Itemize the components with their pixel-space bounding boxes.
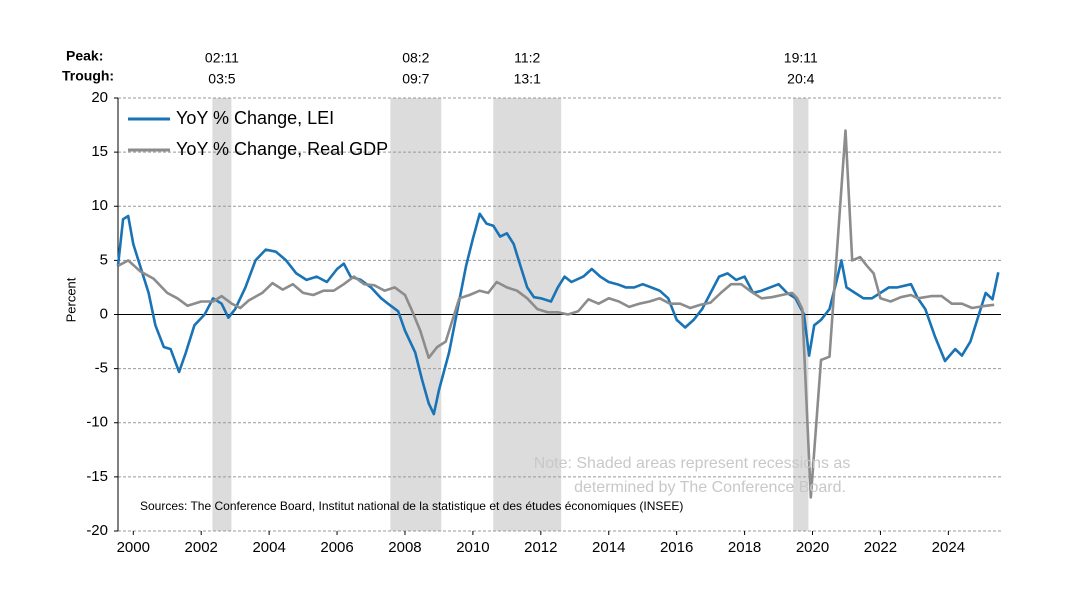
sources: Sources: The Conference Board, Institut … xyxy=(140,499,683,513)
x-tick-label: 2016 xyxy=(660,539,693,556)
y-axis-label: Percent xyxy=(63,277,78,322)
trough-label: Trough: xyxy=(62,68,114,84)
x-tick-label: 2010 xyxy=(456,539,489,556)
note: determined by The Conference Board. xyxy=(574,479,846,496)
note: Note: Shaded areas represent recessions … xyxy=(534,455,851,472)
peak-date: 02:11 xyxy=(205,50,239,66)
x-tick-label: 2004 xyxy=(252,539,285,556)
x-tick-label: 2018 xyxy=(728,539,761,556)
line-layer xyxy=(116,129,1000,499)
trough-date: 20:4 xyxy=(787,71,814,87)
x-tick-label: 2006 xyxy=(320,539,353,556)
x-tick-label: 2008 xyxy=(388,539,421,556)
trough-date: 13:1 xyxy=(514,71,541,87)
x-tick-label: 2012 xyxy=(524,539,557,556)
x-tick-label: 2024 xyxy=(932,539,965,556)
y-tick-label: 20 xyxy=(91,89,108,106)
y-tick-label: -20 xyxy=(86,522,108,539)
y-tick-label: 0 xyxy=(100,305,108,322)
x-tick-label: 2014 xyxy=(592,539,625,556)
peak-date: 11:2 xyxy=(514,50,540,66)
peak-date: 19:11 xyxy=(784,50,818,66)
y-tick-label: 15 xyxy=(91,143,108,160)
y-tick-label: 5 xyxy=(100,251,108,268)
legend-label: YoY % Change, Real GDP xyxy=(176,139,388,159)
y-tick-label: -10 xyxy=(86,414,108,431)
y-tick-label: 10 xyxy=(91,197,108,214)
x-tick-label: 2000 xyxy=(117,539,150,556)
trough-date: 09:7 xyxy=(402,71,429,87)
peak-date: 08:2 xyxy=(402,50,429,66)
y-tick-label: -15 xyxy=(86,468,108,485)
peak-label: Peak: xyxy=(66,48,103,64)
x-tick-label: 2002 xyxy=(185,539,218,556)
grid-layer xyxy=(114,97,1001,535)
series-line xyxy=(117,129,995,499)
x-tick-label: 2020 xyxy=(796,539,829,556)
y-tick-label: -5 xyxy=(95,360,108,377)
trough-date: 03:5 xyxy=(208,71,235,87)
legend-label: YoY % Change, LEI xyxy=(176,108,334,128)
series-line xyxy=(116,212,1000,416)
x-tick-label: 2022 xyxy=(864,539,897,556)
